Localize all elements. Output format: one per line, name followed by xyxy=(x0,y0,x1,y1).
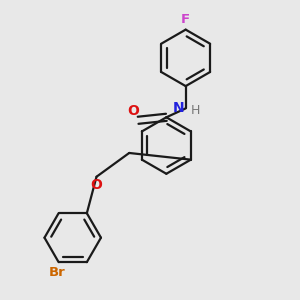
Text: O: O xyxy=(91,178,102,192)
Text: H: H xyxy=(191,104,200,117)
Text: F: F xyxy=(181,13,190,26)
Text: Br: Br xyxy=(49,266,65,279)
Text: O: O xyxy=(128,104,140,118)
Text: N: N xyxy=(172,101,184,116)
